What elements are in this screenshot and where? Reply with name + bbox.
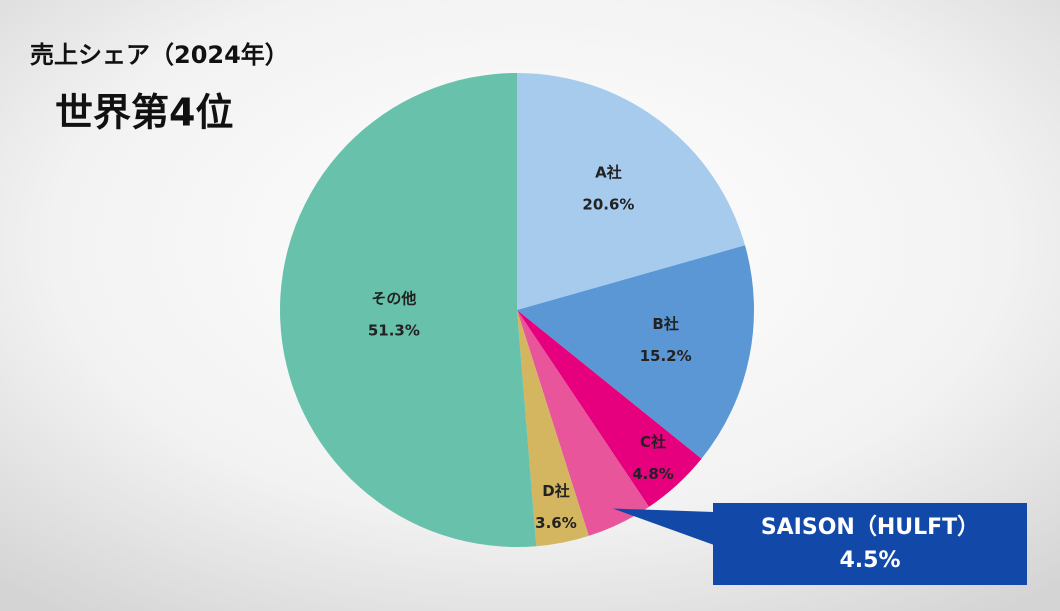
pie-slice: [517, 310, 589, 547]
slice-value: 3.6%: [535, 514, 577, 532]
slice-label: D社: [542, 482, 569, 500]
callout-box: [713, 503, 1027, 585]
pie-slice: [517, 310, 649, 536]
slice-value: 15.2%: [640, 347, 692, 365]
pie-slice: [517, 245, 754, 459]
labels: A社 20.6% B社 15.2% C社 4.8% SAISON（HULFT） 4.5% D社 3…: [368, 163, 1027, 585]
pie-slice: [517, 73, 746, 310]
slice-label: その他: [371, 290, 416, 308]
slice-value: 20.6%: [582, 195, 634, 213]
callout-label: SAISON（HULFT）: [761, 515, 979, 540]
pie: [279, 73, 754, 548]
slice-value: 51.3%: [368, 322, 420, 340]
callout-value: 4.5%: [839, 548, 900, 573]
slice-label: A社: [595, 163, 622, 181]
callout-pointer: [612, 508, 714, 545]
slice-value: 4.8%: [632, 465, 674, 483]
chart-subtitle: 世界第4位: [55, 91, 233, 135]
chart-title: 売上シェア（2024年）: [30, 41, 289, 69]
slice-label: B社: [652, 315, 678, 333]
pie-slice: [279, 73, 537, 548]
slice-label: C社: [640, 433, 666, 451]
pie-slice: [517, 310, 702, 507]
